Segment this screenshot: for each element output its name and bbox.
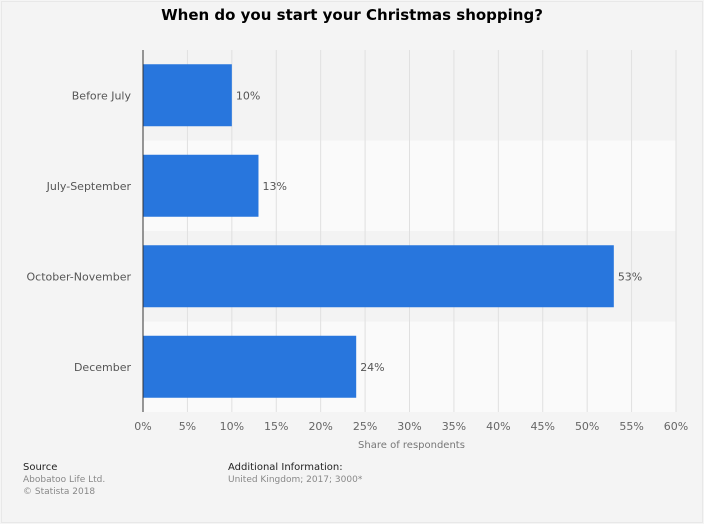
additional-info-block: Additional Information: United Kingdom; … — [228, 462, 362, 486]
x-tick-label: 10% — [220, 420, 244, 433]
category-label: Before July — [72, 89, 132, 102]
bar — [143, 245, 614, 308]
x-tick-label: 25% — [353, 420, 377, 433]
x-axis-title: Share of respondents — [358, 440, 465, 451]
x-tick-label: 0% — [134, 420, 151, 433]
bar — [143, 335, 357, 398]
source-block: Source Abobatoo Life Ltd. © Statista 201… — [23, 462, 105, 498]
x-tick-label: 55% — [619, 420, 643, 433]
chart-title: When do you start your Christmas shoppin… — [161, 6, 543, 24]
additional-info-heading: Additional Information: — [228, 462, 343, 473]
x-tick-label: 30% — [397, 420, 421, 433]
x-tick-label: 15% — [264, 420, 288, 433]
category-label: July-September — [46, 180, 132, 193]
x-tick-label: 45% — [531, 420, 555, 433]
source-line-1: Abobatoo Life Ltd. — [23, 475, 106, 485]
category-label: December — [74, 361, 132, 374]
x-tick-label: 60% — [664, 420, 688, 433]
value-labels: 10% 13% 53% 24% — [236, 89, 642, 374]
value-label: 24% — [360, 361, 384, 374]
additional-info-text: United Kingdom; 2017; 3000* — [228, 475, 363, 485]
value-label: 53% — [618, 270, 642, 283]
bars — [143, 64, 614, 398]
x-tick-label: 50% — [575, 420, 599, 433]
category-labels: Before July July-September October-Novembe… — [26, 89, 131, 374]
value-label: 13% — [262, 180, 286, 193]
x-tick-label: 35% — [442, 420, 466, 433]
x-tick-label: 20% — [308, 420, 332, 433]
value-label: 10% — [236, 89, 260, 102]
bar-chart: 10% 13% 53% 24% Before July July-September Oc… — [26, 50, 688, 451]
source-line-2: © Statista 2018 — [23, 487, 96, 497]
x-tick-labels: 0% 5% 10% 15% 20% 25% 30% 35% 40% 45% 50% 55% 60% — [134, 420, 688, 433]
category-label: October-November — [26, 270, 131, 283]
bar — [143, 64, 232, 127]
source-heading: Source — [23, 462, 58, 473]
x-tick-label: 40% — [486, 420, 510, 433]
x-tick-label: 5% — [179, 420, 196, 433]
bar — [143, 154, 259, 217]
